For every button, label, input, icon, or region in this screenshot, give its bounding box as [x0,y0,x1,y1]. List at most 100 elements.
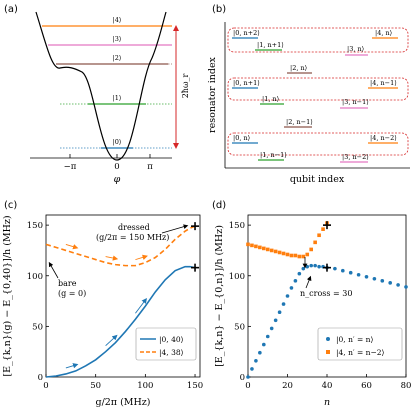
data-point [305,252,310,257]
state-label: |4, n−1⟩ [370,79,397,87]
y-tick-label: 50 [32,322,43,332]
panel-d-series [246,221,408,379]
y-tick-label: 150 [27,221,43,231]
data-point [265,247,270,252]
data-point [348,270,353,275]
data-point [317,233,321,238]
panel-a-tick-2: π [147,162,153,172]
x-tick-label: 20 [282,381,293,391]
data-point [317,264,321,269]
data-point [258,245,262,250]
data-point [250,243,254,248]
data-point [258,350,262,355]
data-point [396,283,400,287]
y-tick-label: 0 [240,373,245,383]
legend-c-0: |0, 40⟩ [159,335,184,344]
level-2-label: |2⟩ [113,54,122,62]
flow-arrow [65,244,79,250]
panel-c-legend: |0, 40⟩ |4, 38⟩ [135,327,197,361]
x-tick-label: 80 [401,381,412,391]
data-point [372,276,377,281]
data-point [297,254,302,259]
group-box-1 [227,27,409,53]
data-point [289,286,294,290]
x-tick-label: 40 [322,381,333,391]
panel-d: (d) 0 20 40 60 80 0 50 100 150 n [E_{k,n} − E_{0… [212,200,411,408]
data-point [289,253,294,258]
panel-d-ylabel: [E_{k,n} − E_{0,n}]/h (MHz) [214,225,225,367]
series-line-1 [45,225,196,267]
state-label: |4, n−2⟩ [370,134,397,142]
panel-b-label: (b) [212,4,226,15]
level-0-label: |0⟩ [113,138,122,146]
data-point [341,268,345,273]
data-point [269,248,274,253]
flow-arrow [105,255,119,261]
state-label: |3, n⟩ [347,45,364,53]
legend-d-0: |0, n′ = n⟩ [336,335,373,344]
y-tick-label: 100 [27,272,43,282]
annotation-bare-sub: (g = 0) [58,289,86,298]
data-point [262,246,266,251]
data-point [281,251,286,256]
level-1-label: |1⟩ [113,94,122,102]
x-tick-label: 150 [187,381,203,391]
state-label: |1, n−1⟩ [260,151,287,159]
panel-b-xlabel: qubit index [290,174,345,185]
panel-b-ylabel: resonator index [207,56,218,132]
panel-a-tick-1: 0 [114,162,119,172]
data-point [301,254,306,259]
state-label: |4, n⟩ [375,29,392,37]
panel-a-tick-0: −π [64,162,77,172]
panel-a-xlabel: φ [114,174,121,185]
panel-d-label: (d) [212,200,226,211]
data-point [254,244,258,249]
panel-d-ticks: 0 20 40 60 80 0 50 100 150 [229,221,412,391]
group-box-2 [227,77,409,101]
x-tick-label: 0 [43,381,48,391]
data-point [265,334,270,339]
data-point [277,250,282,255]
panel-d-legend: |0, n′ = n⟩ |4, n′ = n−2⟩ [317,327,403,361]
panel-c-series [45,222,200,378]
data-point [313,263,317,268]
annotation-bare: bare [58,279,77,288]
legend-c-1: |4, 38⟩ [159,348,184,357]
flow-arrow [135,297,147,314]
panel-c: (c) 0 50 100 150 0 50 100 150 g/2π (MHz) [E_{k,… [2,200,203,408]
data-point [321,227,325,231]
panel-c-ticks: 0 50 100 150 0 50 100 150 [27,221,203,391]
panel-c-xlabel: g/2π (MHz) [95,397,150,408]
state-label: |0, n+2⟩ [233,29,260,37]
state-label: |2, n⟩ [290,64,307,72]
two-omega-label: 2ħω_r [181,74,190,99]
data-point [262,342,266,347]
data-point [305,264,310,269]
x-tick-label: 100 [137,381,153,391]
x-tick-label: 0 [245,381,250,391]
data-point [246,242,250,247]
data-point [297,271,302,276]
data-point [293,253,298,258]
data-point [273,249,278,254]
panel-a-label: (a) [4,4,18,15]
potential-curve [35,11,167,161]
data-point [380,279,385,283]
data-point [281,302,286,306]
data-point [246,375,250,379]
flow-arrow [135,254,148,261]
state-label: |3, n−2⟩ [342,153,369,161]
y-tick-label: 0 [38,373,43,383]
data-point [333,266,337,271]
data-point [277,310,282,315]
state-label: |2, n−1⟩ [286,118,313,126]
annotation-dressed-sub: (g/2π = 150 MHz) [96,233,169,242]
annotation-ncross: n_cross = 30 [300,289,352,298]
state-label: |1, n+1⟩ [257,41,284,49]
level-3-label: |3⟩ [113,35,122,43]
flow-arrow [65,363,79,369]
state-label: |0, n+1⟩ [233,79,260,87]
panel-c-label: (c) [4,200,17,211]
data-point [364,274,369,279]
